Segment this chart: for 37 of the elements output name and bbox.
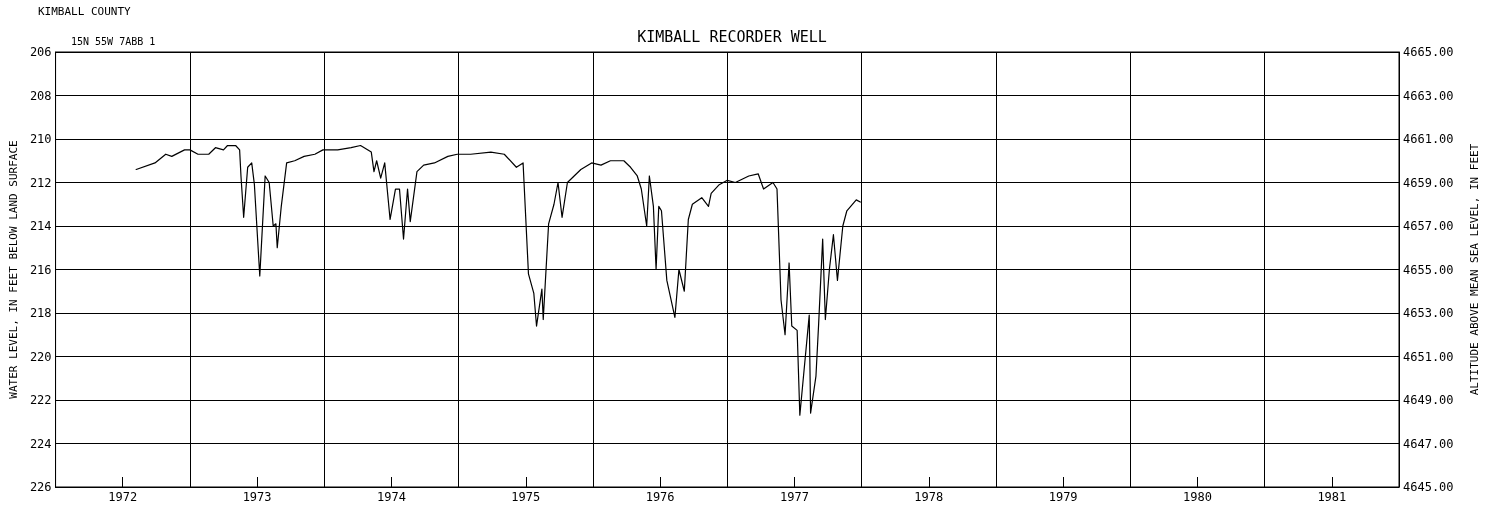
x-tick-label: 1980 [1183, 490, 1212, 504]
y-tick-label: 222 [29, 393, 52, 407]
y-tick-label: 218 [29, 306, 52, 320]
y-tick-label: 224 [29, 436, 52, 451]
x-tick-label: 1974 [376, 490, 406, 504]
x-tick-label: 1981 [1317, 490, 1347, 504]
y-tick-label: 216 [29, 262, 52, 277]
text: KIMBALL COUNTY [38, 5, 132, 18]
y2-tick-label: 4659.00 [1403, 175, 1454, 190]
y-tick-label: 220 [29, 349, 52, 364]
chart-title: KIMBALL RECORDER WELL [637, 27, 827, 46]
y-tick-label: 212 [29, 175, 52, 190]
y2-tick-label: 4651.00 [1403, 349, 1454, 364]
x-tick-label: 1979 [1048, 490, 1078, 504]
y-tick-label: 226 [29, 480, 52, 494]
y2-axis-title: ALTITUDE ABOVE MEAN SEA LEVEL, IN FEET [1468, 143, 1481, 396]
y-tick-label: 214 [29, 219, 52, 233]
chart-subtitle: 15N 55W 7ABB 1 [71, 35, 156, 47]
x-tick-label: 1975 [511, 490, 541, 504]
y2-tick-label: 4653.00 [1403, 306, 1454, 320]
y2-tick-label: 4657.00 [1403, 219, 1454, 233]
x-tick-label: 1978 [914, 490, 944, 504]
x-tick-label: 1976 [645, 490, 675, 504]
y-axis-title: WATER LEVEL, IN FEET BELOW LAND SURFACE [7, 140, 20, 399]
y2-tick-label: 4649.00 [1403, 393, 1454, 407]
x-tick-label: 1973 [242, 490, 272, 504]
y-tick-label: 208 [29, 88, 52, 103]
y2-tick-label: 4647.00 [1403, 436, 1454, 451]
y-tick-label: 210 [29, 132, 52, 146]
y2-tick-label: 4655.00 [1403, 262, 1454, 277]
x-tick-label: 1972 [108, 490, 138, 504]
y2-tick-label: 4665.00 [1403, 45, 1454, 59]
y2-tick-label: 4645.00 [1403, 480, 1454, 494]
y2-tick-label: 4661.00 [1403, 132, 1454, 146]
y2-tick-label: 4663.00 [1403, 88, 1454, 103]
x-tick-label: 1977 [780, 490, 809, 504]
y-tick-label: 206 [29, 45, 52, 59]
